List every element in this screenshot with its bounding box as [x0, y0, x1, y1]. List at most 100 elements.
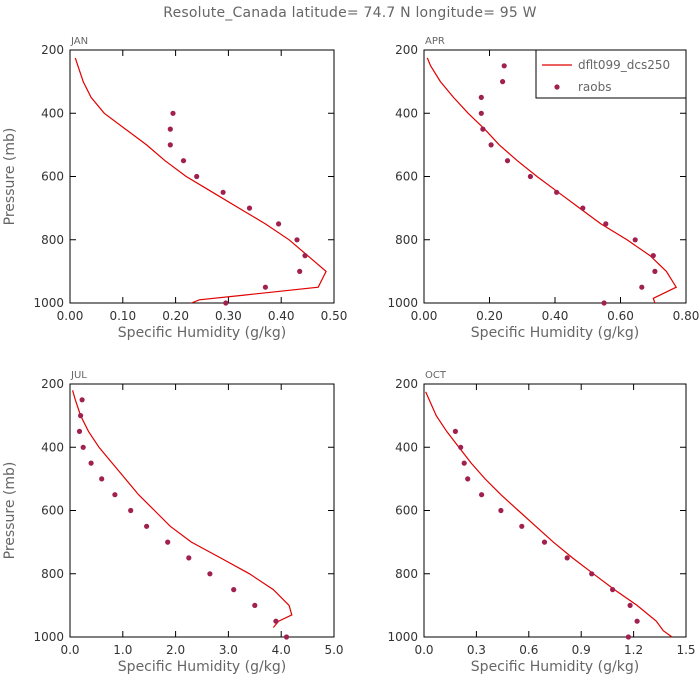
- model-profile-line: [426, 57, 678, 304]
- y-tick-label: 600: [395, 504, 418, 518]
- panel-title: APR: [425, 36, 445, 47]
- y-tick-label: 1000: [33, 296, 64, 310]
- raobs-point: [580, 205, 586, 211]
- raobs-point: [603, 221, 609, 227]
- legend-model-label: dflt099_dcs250: [578, 58, 670, 72]
- x-tick-label: 5.0: [324, 643, 343, 657]
- raobs-point: [504, 158, 511, 164]
- model-profile-line: [74, 57, 327, 304]
- panel-oct: OCT 0.0 0.3 0.6 0.9 1.2 1.5 200 400 600 800 1000 Spe…: [387, 370, 695, 675]
- raobs-point: [650, 253, 656, 259]
- y-tick-label: 800: [41, 567, 64, 581]
- raobs-point: [246, 205, 253, 211]
- y-tick-label: 400: [395, 106, 418, 120]
- x-tick-label: 4.0: [272, 643, 291, 657]
- raobs-point: [639, 284, 645, 290]
- raobs-point: [170, 110, 176, 116]
- y-tick-label: 200: [41, 43, 64, 57]
- raobs-point: [194, 173, 200, 180]
- raobs-point: [231, 587, 237, 593]
- legend-point-swatch: [554, 84, 560, 90]
- model-profile-line: [72, 390, 293, 628]
- x-tick-label: 0.00: [411, 309, 438, 323]
- panel-title: JAN: [70, 36, 88, 47]
- raobs-point: [554, 189, 560, 195]
- raobs-point: [452, 428, 458, 434]
- raobs-point: [88, 460, 94, 466]
- x-tick-label: 0.50: [321, 309, 348, 323]
- raobs-point: [498, 507, 504, 514]
- raobs-point: [99, 476, 105, 482]
- raobs-point: [302, 253, 308, 259]
- raobs-point: [480, 126, 486, 132]
- raobs-point: [527, 173, 534, 180]
- y-tick-label: 800: [395, 233, 418, 247]
- raobs-point: [76, 428, 83, 434]
- x-tick-label: 0.20: [162, 309, 189, 323]
- raobs-point: [625, 634, 632, 640]
- x-tick-label: 0.80: [673, 309, 700, 323]
- raobs-point: [262, 284, 268, 290]
- y-tick-label: 1000: [387, 630, 418, 644]
- raobs-point: [601, 300, 607, 306]
- x-tick-label: 0.10: [109, 309, 136, 323]
- plot-frame: [423, 383, 687, 638]
- y-tick-label: 600: [41, 504, 64, 518]
- y-tick-label: 1000: [387, 296, 418, 310]
- x-tick-label: 0.3: [467, 643, 486, 657]
- panel-title: OCT: [425, 370, 447, 381]
- raobs-point: [112, 492, 118, 498]
- raobs-point: [207, 571, 213, 577]
- raobs-point: [478, 110, 484, 116]
- x-tick-label: 0.0: [60, 643, 79, 657]
- x-tick-label: 3.0: [219, 643, 238, 657]
- x-tick-label: 1.2: [624, 643, 643, 657]
- raobs-point: [273, 618, 279, 624]
- y-tick-label: 1000: [33, 630, 64, 644]
- y-axis-label: Pressure (mb): [2, 462, 18, 560]
- raobs-point: [488, 142, 494, 148]
- raobs-point: [297, 268, 303, 274]
- raobs-point: [186, 555, 192, 561]
- raobs-point: [627, 602, 633, 609]
- raobs-point: [128, 507, 134, 514]
- panel-jul: JUL 0.0 1.0 2.0 3.0 4.0 5.0 200 400 600 800 1000 Spe…: [2, 370, 344, 675]
- raobs-point: [652, 268, 658, 274]
- x-tick-label: 0.6: [519, 643, 538, 657]
- legend-raobs-label: raobs: [578, 80, 612, 94]
- legend-box: [535, 49, 687, 99]
- raobs-point: [80, 444, 86, 450]
- raobs-point: [276, 221, 282, 227]
- raobs-point: [223, 300, 229, 306]
- plot-frame: [69, 49, 335, 304]
- x-tick-label: 0.00: [57, 309, 84, 323]
- raobs-point: [144, 523, 150, 529]
- panel-title: JUL: [70, 370, 87, 381]
- x-axis-label: Specific Humidity (g/kg): [471, 659, 639, 675]
- x-tick-label: 0.60: [607, 309, 634, 323]
- raobs-point: [167, 142, 173, 148]
- x-axis-label: Specific Humidity (g/kg): [118, 325, 286, 341]
- raobs-point: [610, 587, 616, 593]
- y-tick-label: 400: [395, 440, 418, 454]
- raobs-point: [283, 634, 290, 640]
- raobs-point: [478, 94, 484, 100]
- y-tick-label: 800: [395, 567, 418, 581]
- panel-jan: JAN 0.00 0.10 0.20 0.30 0.40 0.50 200 400 600 800 1…: [2, 36, 347, 341]
- raobs-point: [78, 413, 84, 419]
- model-profile-line: [425, 391, 673, 638]
- x-tick-label: 1.0: [113, 643, 132, 657]
- y-tick-label: 400: [41, 106, 64, 120]
- x-axis-label: Specific Humidity (g/kg): [471, 325, 639, 341]
- y-tick-label: 600: [395, 170, 418, 184]
- panel-apr: APR 0.00 0.20 0.40 0.60 0.80 200 400 600 800 1000 S…: [387, 36, 699, 341]
- y-tick-label: 600: [41, 170, 64, 184]
- raobs-point: [252, 602, 258, 609]
- x-axis-label: Specific Humidity (g/kg): [118, 659, 286, 675]
- x-tick-label: 0.9: [572, 643, 591, 657]
- y-tick-label: 200: [41, 377, 64, 391]
- y-axis-label: Pressure (mb): [2, 128, 18, 226]
